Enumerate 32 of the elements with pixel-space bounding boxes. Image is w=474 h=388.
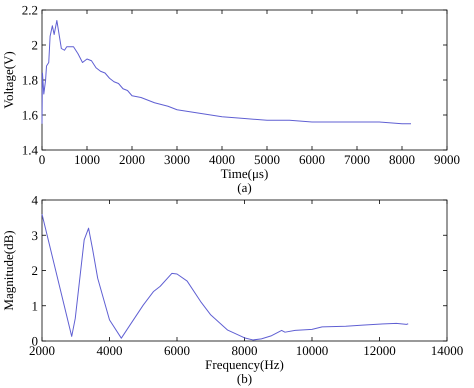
x-tick-label: 3000 (164, 152, 190, 167)
x-tick-label: 10000 (296, 343, 328, 358)
y-tick-label: 3 (32, 228, 38, 243)
x-tick-label: 8000 (389, 152, 415, 167)
x-tick-label: 7000 (344, 152, 370, 167)
y-axis-title: Magnitude(dB) (1, 230, 16, 311)
y-tick-label: 2 (32, 263, 38, 278)
y-tick-label: 2 (32, 38, 38, 52)
y-tick-label: 1 (32, 298, 38, 314)
y-tick-label: 1.4 (22, 142, 38, 158)
x-tick-label: 9000 (434, 152, 460, 167)
x-tick-label: 1000 (74, 152, 100, 167)
y-tick-label: 4 (32, 192, 38, 208)
text: (b) (236, 371, 252, 386)
x-tick-label: 6000 (299, 152, 325, 167)
line-series (42, 214, 409, 340)
x-tick-label: 12000 (363, 343, 396, 358)
y-tick-label: 1.6 (22, 108, 38, 122)
text: (a) (237, 180, 252, 195)
x-axis-title: Time(μs) (220, 166, 268, 181)
x-tick-label: 4000 (96, 343, 122, 358)
x-tick-label: 8000 (232, 343, 258, 358)
x-tick-label: 4000 (209, 152, 235, 167)
y-axis-title: Voltage(V) (1, 51, 16, 109)
y-tick-label: 1.8 (22, 72, 38, 88)
x-tick-label: 6000 (164, 343, 190, 358)
x-tick-label: 5000 (254, 152, 280, 167)
y-tick-label: 2.2 (22, 2, 38, 18)
x-axis-title: Frequency(Hz) (205, 357, 284, 372)
x-tick-label: 14000 (430, 343, 464, 358)
x-tick-label: 2000 (119, 152, 145, 167)
line-series (42, 20, 412, 124)
